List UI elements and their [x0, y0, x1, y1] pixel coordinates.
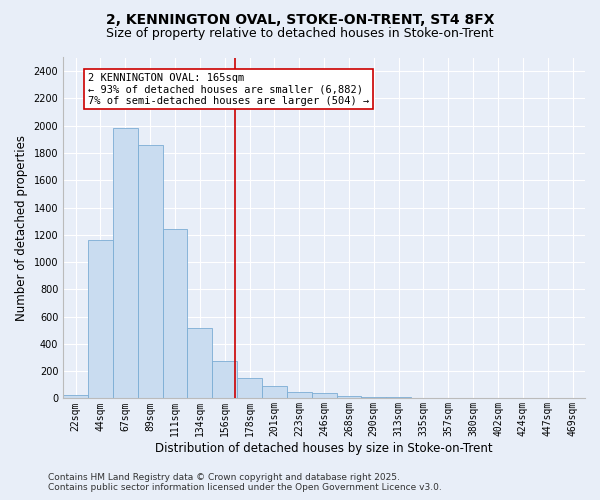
Text: Size of property relative to detached houses in Stoke-on-Trent: Size of property relative to detached ho…: [106, 28, 494, 40]
Bar: [337, 396, 361, 398]
Bar: [237, 378, 262, 398]
X-axis label: Distribution of detached houses by size in Stoke-on-Trent: Distribution of detached houses by size …: [155, 442, 493, 455]
Y-axis label: Number of detached properties: Number of detached properties: [15, 135, 28, 321]
Bar: [361, 397, 386, 398]
Bar: [138, 146, 163, 398]
Bar: [287, 392, 311, 398]
Bar: [113, 128, 138, 398]
Bar: [212, 361, 237, 399]
Text: 2 KENNINGTON OVAL: 165sqm
← 93% of detached houses are smaller (6,882)
7% of sem: 2 KENNINGTON OVAL: 165sqm ← 93% of detac…: [88, 72, 369, 106]
Bar: [163, 230, 187, 398]
Text: Contains HM Land Registry data © Crown copyright and database right 2025.
Contai: Contains HM Land Registry data © Crown c…: [48, 473, 442, 492]
Bar: [262, 386, 287, 398]
Bar: [63, 394, 88, 398]
Bar: [88, 240, 113, 398]
Text: 2, KENNINGTON OVAL, STOKE-ON-TRENT, ST4 8FX: 2, KENNINGTON OVAL, STOKE-ON-TRENT, ST4 …: [106, 12, 494, 26]
Bar: [311, 393, 337, 398]
Bar: [187, 328, 212, 398]
